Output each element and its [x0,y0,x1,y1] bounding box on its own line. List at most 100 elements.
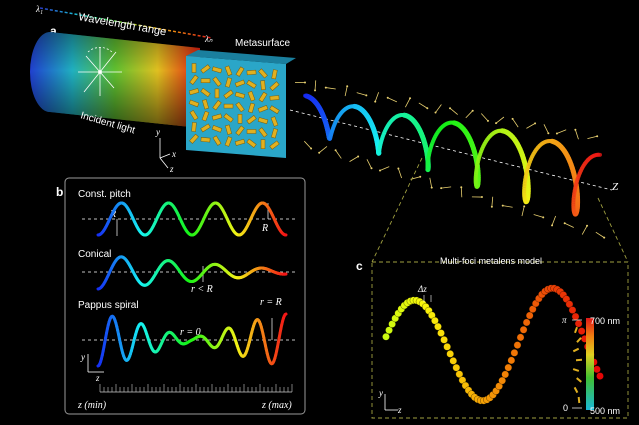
nanofin [224,65,233,76]
focal-point [571,312,580,321]
focal-point [510,349,519,357]
focal-point [385,326,393,334]
nanofin [212,100,222,111]
colorbar [586,318,594,410]
nanofin [211,113,223,121]
phase-nanofin [574,326,578,334]
nanofin [234,138,246,146]
panel-c-title: Multi-foci metalens model [440,256,542,266]
focal-point [516,333,525,342]
focal-point [498,376,506,385]
nanofin [223,113,234,123]
nanofin [200,87,211,98]
panel-c: c Multi-foci metalens model Δz y z π 0 7… [356,157,629,419]
focal-point [568,306,577,314]
nanofin [235,125,245,136]
const-pitch-label: Const. pitch [78,189,131,200]
focal-point [519,326,528,334]
const-pitch-r-right: R [261,223,268,234]
panel-b: b Const. pitch R R Conical r < R Pappus … [56,177,306,415]
panel-c-frame [371,261,629,419]
nanofin [200,64,211,74]
nanofin [200,78,211,83]
nanofin [191,63,197,73]
focal-point [452,363,461,372]
phase-nanofin [573,386,579,394]
pappus-label: Pappus spiral [78,300,139,311]
nanofin [189,109,199,121]
nanofin [211,66,223,74]
nanofin [189,133,199,144]
nanofin [270,116,279,127]
focal-point [596,372,604,380]
nanofin [223,103,234,109]
nanofin [269,81,280,91]
nanofin [224,136,233,147]
focal-point [449,357,458,365]
axis-c-z: z [397,405,402,415]
axis-a-y: y [155,127,160,137]
zero-label: 0 [563,403,568,413]
z-max-label: z (max) [261,400,292,411]
nanofin [200,137,211,143]
polarization-axes [78,48,122,96]
nanofin [191,122,197,132]
focal-point [577,327,586,335]
nanofin [235,101,245,113]
nanofin [269,95,280,101]
conical-label: Conical [78,249,111,260]
nanofin [257,104,269,113]
nanofin [225,77,232,88]
nanofin [202,99,209,110]
focal-point [525,311,534,320]
axes-a [159,138,171,169]
nanofin [234,79,246,88]
focal-point [522,318,531,327]
axis-c-y: y [378,388,383,398]
nanofin [246,79,257,89]
focal-point [446,350,454,358]
focal-point [431,316,439,325]
nanofin [200,123,211,133]
z-min-label: z (min) [77,400,107,411]
nanofin [211,124,223,133]
panel-a-letter: a [50,24,57,38]
nanofin [258,127,268,138]
phase-nanofin [577,396,581,404]
panel-c-letter: c [356,259,363,273]
nanofin [260,139,266,149]
focal-point [440,336,448,344]
nanofin [246,129,257,134]
nanofin [237,114,243,124]
propagation-axis [289,109,613,191]
phase-nanofin [572,347,580,353]
phase-nanofin [572,368,580,372]
nanofin [223,89,234,99]
nanofin [189,74,199,85]
nanofin [248,102,255,114]
nanofin-array [188,63,280,150]
focal-point [455,370,464,378]
nanofin [269,105,280,115]
metasurface-plate [186,50,296,64]
focal-point [593,365,601,374]
axis-a-x: x [171,149,176,159]
focal-point [574,319,583,328]
pi-label: π [562,315,567,325]
nm-500-label: 500 nm [590,406,620,416]
nanofin [246,115,257,125]
nanofin [225,124,232,135]
nanofin [214,88,220,99]
nm-700-label: 700 nm [590,316,620,326]
nanofin [271,128,278,139]
lambda-1-label: λ₁ [35,4,43,14]
propagation-axis-label: Z [612,181,619,193]
focal-point [443,343,451,351]
nanofin [258,91,268,103]
phase-nanofin [575,358,583,362]
axis-b-z: z [95,373,100,383]
nanofin [212,76,222,87]
axis-b-y: y [80,352,85,362]
focal-point [513,341,522,349]
